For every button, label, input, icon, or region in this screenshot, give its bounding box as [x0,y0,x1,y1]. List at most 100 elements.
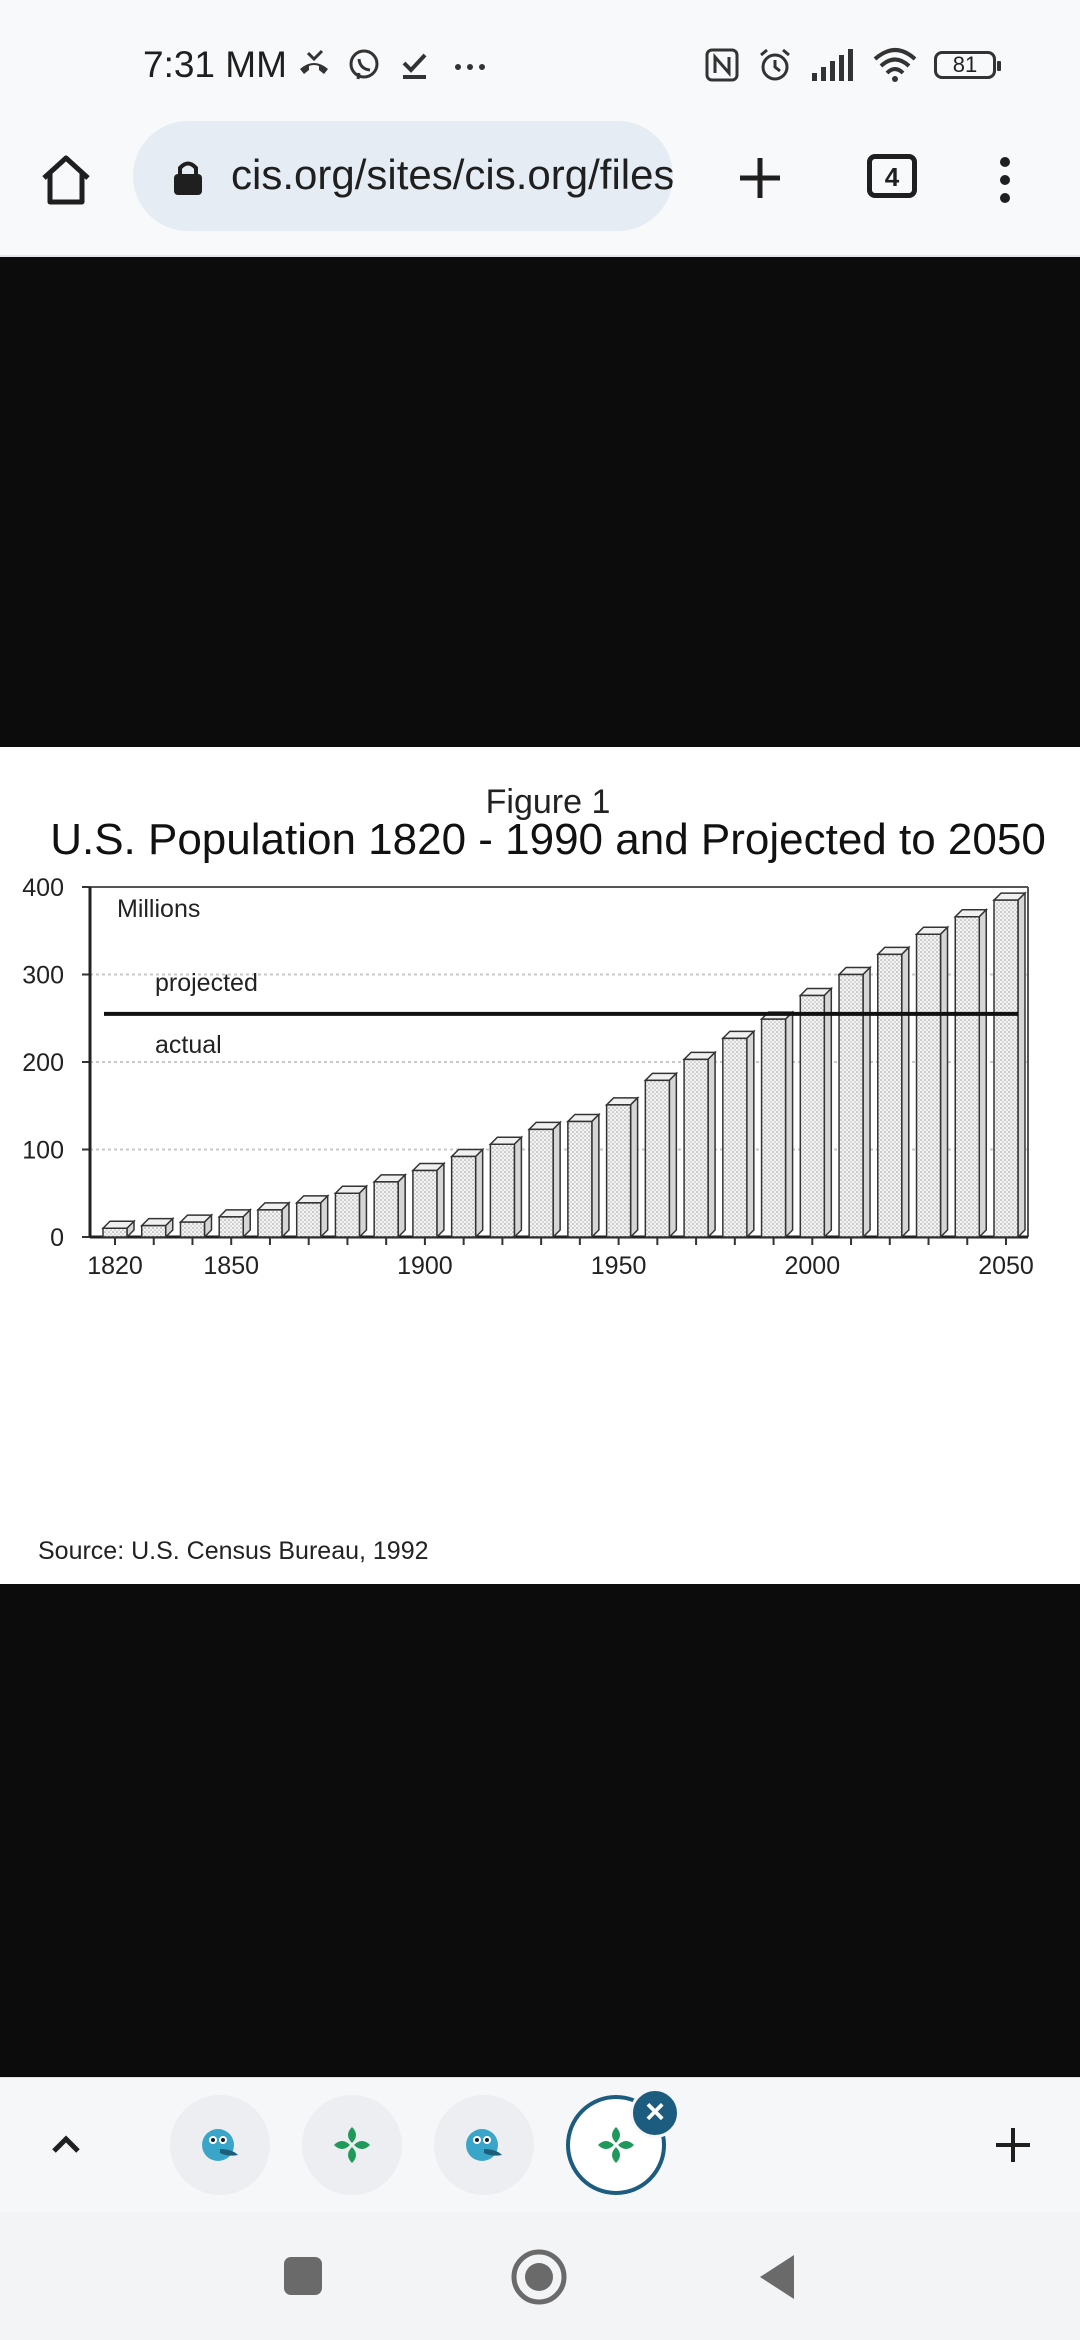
more-notifications-icon [455,64,485,70]
actual-label: actual [155,1031,222,1059]
viber-icon [349,49,379,80]
bar [838,973,864,1238]
tab-thumbnail[interactable] [434,2095,534,2195]
bar-side [978,907,988,1239]
recents-button-icon[interactable] [282,2255,324,2297]
bar [915,933,942,1238]
bar-side [552,1120,561,1239]
missed-call-icon [300,49,328,74]
tab-strip [0,2077,1080,2211]
y-tick-label: 200 [22,1049,64,1077]
bar-side [746,1029,755,1239]
bar-side [513,1135,523,1239]
bar [683,1058,709,1238]
wifi-icon [873,48,917,82]
more-options-icon[interactable] [980,150,1030,210]
x-tick-label: 2000 [784,1252,840,1280]
bar-side [862,965,871,1239]
home-button-icon[interactable] [510,2248,568,2306]
tab-thumbnail[interactable] [170,2095,270,2195]
x-tick-label: 1900 [397,1252,453,1280]
x-tick-label: 1850 [203,1252,259,1280]
notification-icons [296,40,496,90]
back-button-icon[interactable] [756,2252,798,2302]
bar [877,953,903,1238]
system-icons: 81 [704,40,1001,90]
x-tick-label: 1820 [87,1252,143,1280]
bar [140,1224,167,1238]
bar-side [397,1173,406,1239]
bar-side [358,1184,368,1239]
bar [605,1104,632,1238]
bar [102,1227,128,1238]
bar-side [784,1010,794,1239]
bar [722,1037,748,1238]
status-time: 7:31 MM [143,44,287,85]
y-tick-label: 0 [50,1224,64,1252]
bar [373,1181,399,1238]
bar-side [474,1147,484,1239]
tab-thumbnail[interactable] [302,2095,402,2195]
bar [334,1192,361,1238]
pelican-app-icon [202,2129,238,2161]
bar-side [939,925,949,1239]
bar-side [436,1161,445,1239]
battery-indicator: 81 [934,51,1001,79]
bar-side [281,1201,290,1239]
image-viewer: Figure 1 U.S. Population 1820 - 1990 and… [0,257,1080,2077]
nfc-icon [705,48,739,82]
check-icon [402,53,427,79]
bar-side [668,1071,678,1239]
bar [799,994,826,1238]
y-axis-unit: Millions [117,895,201,923]
url-text[interactable]: cis.org/sites/cis.org/files [231,151,673,198]
bar [954,916,981,1238]
bar-side [1017,891,1026,1239]
bar-side [823,986,833,1239]
bar [179,1221,206,1238]
lock-icon [174,161,202,195]
x-tick-label: 2050 [978,1252,1034,1280]
projected-label: projected [155,969,258,997]
green-leaf-app-icon [334,2127,370,2163]
add-tab-icon[interactable] [990,2122,1036,2168]
new-tab-icon[interactable] [730,148,790,208]
y-tick-label: 300 [22,962,64,990]
bar-side [707,1050,716,1239]
y-tick-label: 100 [22,1137,64,1165]
signal-icon [812,49,853,81]
bar [218,1216,244,1238]
bar [412,1169,438,1238]
green-leaf-app-icon [598,2127,634,2163]
chevron-up-icon[interactable] [44,2123,88,2167]
address-bar[interactable]: cis.org/sites/cis.org/files [133,121,673,231]
active-tab-thumbnail[interactable] [566,2095,666,2195]
x-tick-label: 1950 [591,1252,647,1280]
bar-side [629,1096,639,1239]
bar [567,1120,593,1238]
tab-switcher-button[interactable]: 4 [867,154,917,198]
alarm-icon [760,48,790,81]
bar [489,1143,516,1238]
population-figure: Figure 1 U.S. Population 1820 - 1990 and… [0,747,1080,1584]
bar [528,1128,554,1238]
bar [450,1155,477,1238]
bar [993,899,1019,1238]
browser-toolbar: cis.org/sites/cis.org/files 4 [0,120,1080,257]
home-icon[interactable] [36,150,96,210]
bar [295,1202,322,1238]
bar [644,1079,671,1238]
bar-side [319,1194,329,1239]
population-bar-chart: 0 100 200 300 400 1820 1850 1900 1950 2000 2050 pro… [22,874,1034,1280]
status-bar: 7:31 MM 81 [0,0,1080,120]
pelican-app-icon [466,2129,502,2161]
bar [257,1209,283,1238]
navigation-bar [0,2212,1080,2340]
close-tab-button[interactable]: × [630,2088,680,2138]
figure-caption: Figure 1 [485,783,611,821]
bar-side [901,945,910,1239]
chart-title: U.S. Population 1820 - 1990 and Projecte… [50,815,1046,864]
bar [760,1018,787,1238]
figure-source: Source: U.S. Census Bureau, 1992 [38,1537,429,1565]
y-tick-label: 400 [22,874,64,902]
